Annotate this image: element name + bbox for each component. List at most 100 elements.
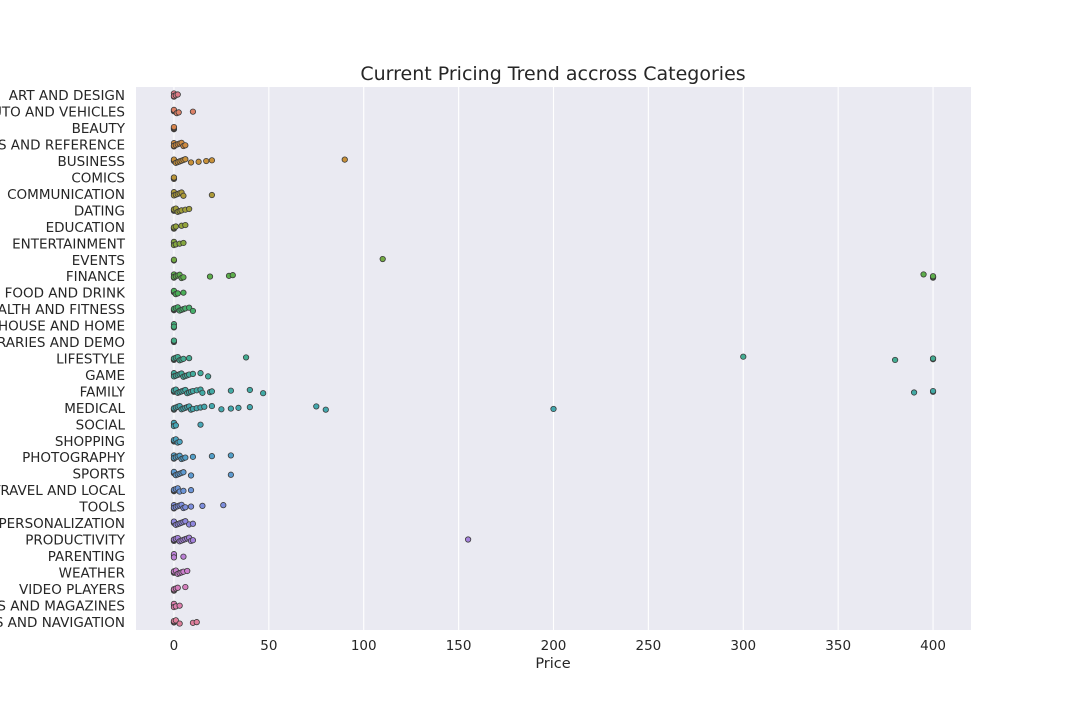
data-point [174,290,181,297]
data-point [227,471,234,478]
y-tick-label: FINANCE [66,269,125,285]
data-point [189,108,197,115]
data-point [929,273,937,280]
data-point [170,123,178,131]
data-point [182,583,189,591]
data-point [208,157,216,164]
data-point [172,422,179,429]
data-point [189,307,197,315]
y-tick-label: WEATHER [59,565,125,581]
data-point [180,192,187,199]
data-point [220,502,227,509]
data-point [920,271,927,278]
data-point [242,354,250,361]
data-point [235,404,242,411]
data-point [174,584,181,591]
data-point [187,503,195,510]
y-tick-label: PERSONALIZATION [0,516,125,532]
y-tick-label: TOOLS [78,500,125,516]
data-point [186,355,193,362]
data-point [186,205,193,213]
y-tick-label: FOOD AND DRINK [5,286,127,302]
data-point [182,156,189,163]
y-tick-label: ART AND DESIGN [9,88,125,104]
data-point [180,469,187,476]
data-point [187,487,195,494]
data-point [199,502,206,509]
data-point [182,504,189,511]
data-point [929,355,937,362]
data-points [170,90,937,627]
y-tick-label: GAME [85,368,125,384]
y-tick-label: AUTO AND VEHICLES [0,105,125,121]
data-point [193,619,200,626]
data-point [184,567,191,575]
y-tick-label: SHOPPING [55,434,125,450]
data-point [189,370,197,377]
data-point [205,373,212,380]
data-point [206,273,214,280]
y-tick-label: HEALTH AND FITNESS [0,302,125,318]
x-tick-label: 350 [825,638,851,654]
data-point [313,403,320,410]
y-tick-label: FAMILY [80,384,126,400]
x-tick-labels: 0 50 100 150 200 250 300 350 400 [170,638,946,654]
data-point [891,356,899,364]
data-point [208,191,216,199]
data-point [189,537,197,544]
y-tick-labels: ART AND DESIGNAUTO AND VEHICLESBEAUTYBOO… [0,88,126,631]
data-point [180,355,187,362]
data-point [187,159,195,166]
x-axis-label: Price [535,656,570,672]
y-tick-label: EDUCATION [46,220,125,236]
data-point [379,255,386,263]
data-point [197,370,204,377]
y-tick-label: LIFESTYLE [56,352,125,368]
y-tick-label: HOUSE AND HOME [0,319,125,335]
y-tick-label: BEAUTY [72,121,126,137]
data-point [201,403,208,410]
x-tick-label: 0 [170,638,179,654]
y-tick-label: COMICS [71,171,125,187]
chart-title: Current Pricing Trend accross Categories [360,63,745,85]
data-point [176,438,183,445]
y-tick-label: VIDEO PLAYERS [19,582,125,598]
x-tick-label: 200 [541,638,567,654]
data-point [227,387,234,394]
data-point [208,388,216,395]
data-point [227,452,234,459]
data-point [208,453,216,460]
data-point [199,389,206,396]
data-point [929,387,937,395]
y-tick-label: BUSINESS [58,154,125,170]
data-point [170,256,178,263]
data-point [246,404,253,411]
y-tick-label: ENTERTAINMENT [12,236,126,252]
y-tick-label: LIBRARIES AND DEMO [0,335,125,351]
data-point [341,156,348,163]
data-point [182,142,189,149]
data-point [176,620,183,627]
y-tick-label: SPORTS [72,467,125,483]
data-point [182,221,189,229]
data-point [203,157,210,165]
data-point [172,223,179,230]
data-point [189,453,197,460]
y-tick-label: PRODUCTIVITY [25,533,126,549]
data-point [180,239,187,247]
x-tick-label: 100 [351,638,377,654]
data-point [170,174,178,181]
data-point [170,554,178,561]
data-point [174,91,181,98]
data-point [740,353,747,360]
data-point [189,520,197,527]
data-point [227,405,234,412]
data-point [550,405,557,413]
data-point [229,272,236,279]
x-tick-label: 250 [635,638,661,654]
x-tick-label: 150 [446,638,472,654]
y-tick-label: COMMUNICATION [7,187,125,203]
data-point [187,472,195,479]
data-point [170,337,178,344]
